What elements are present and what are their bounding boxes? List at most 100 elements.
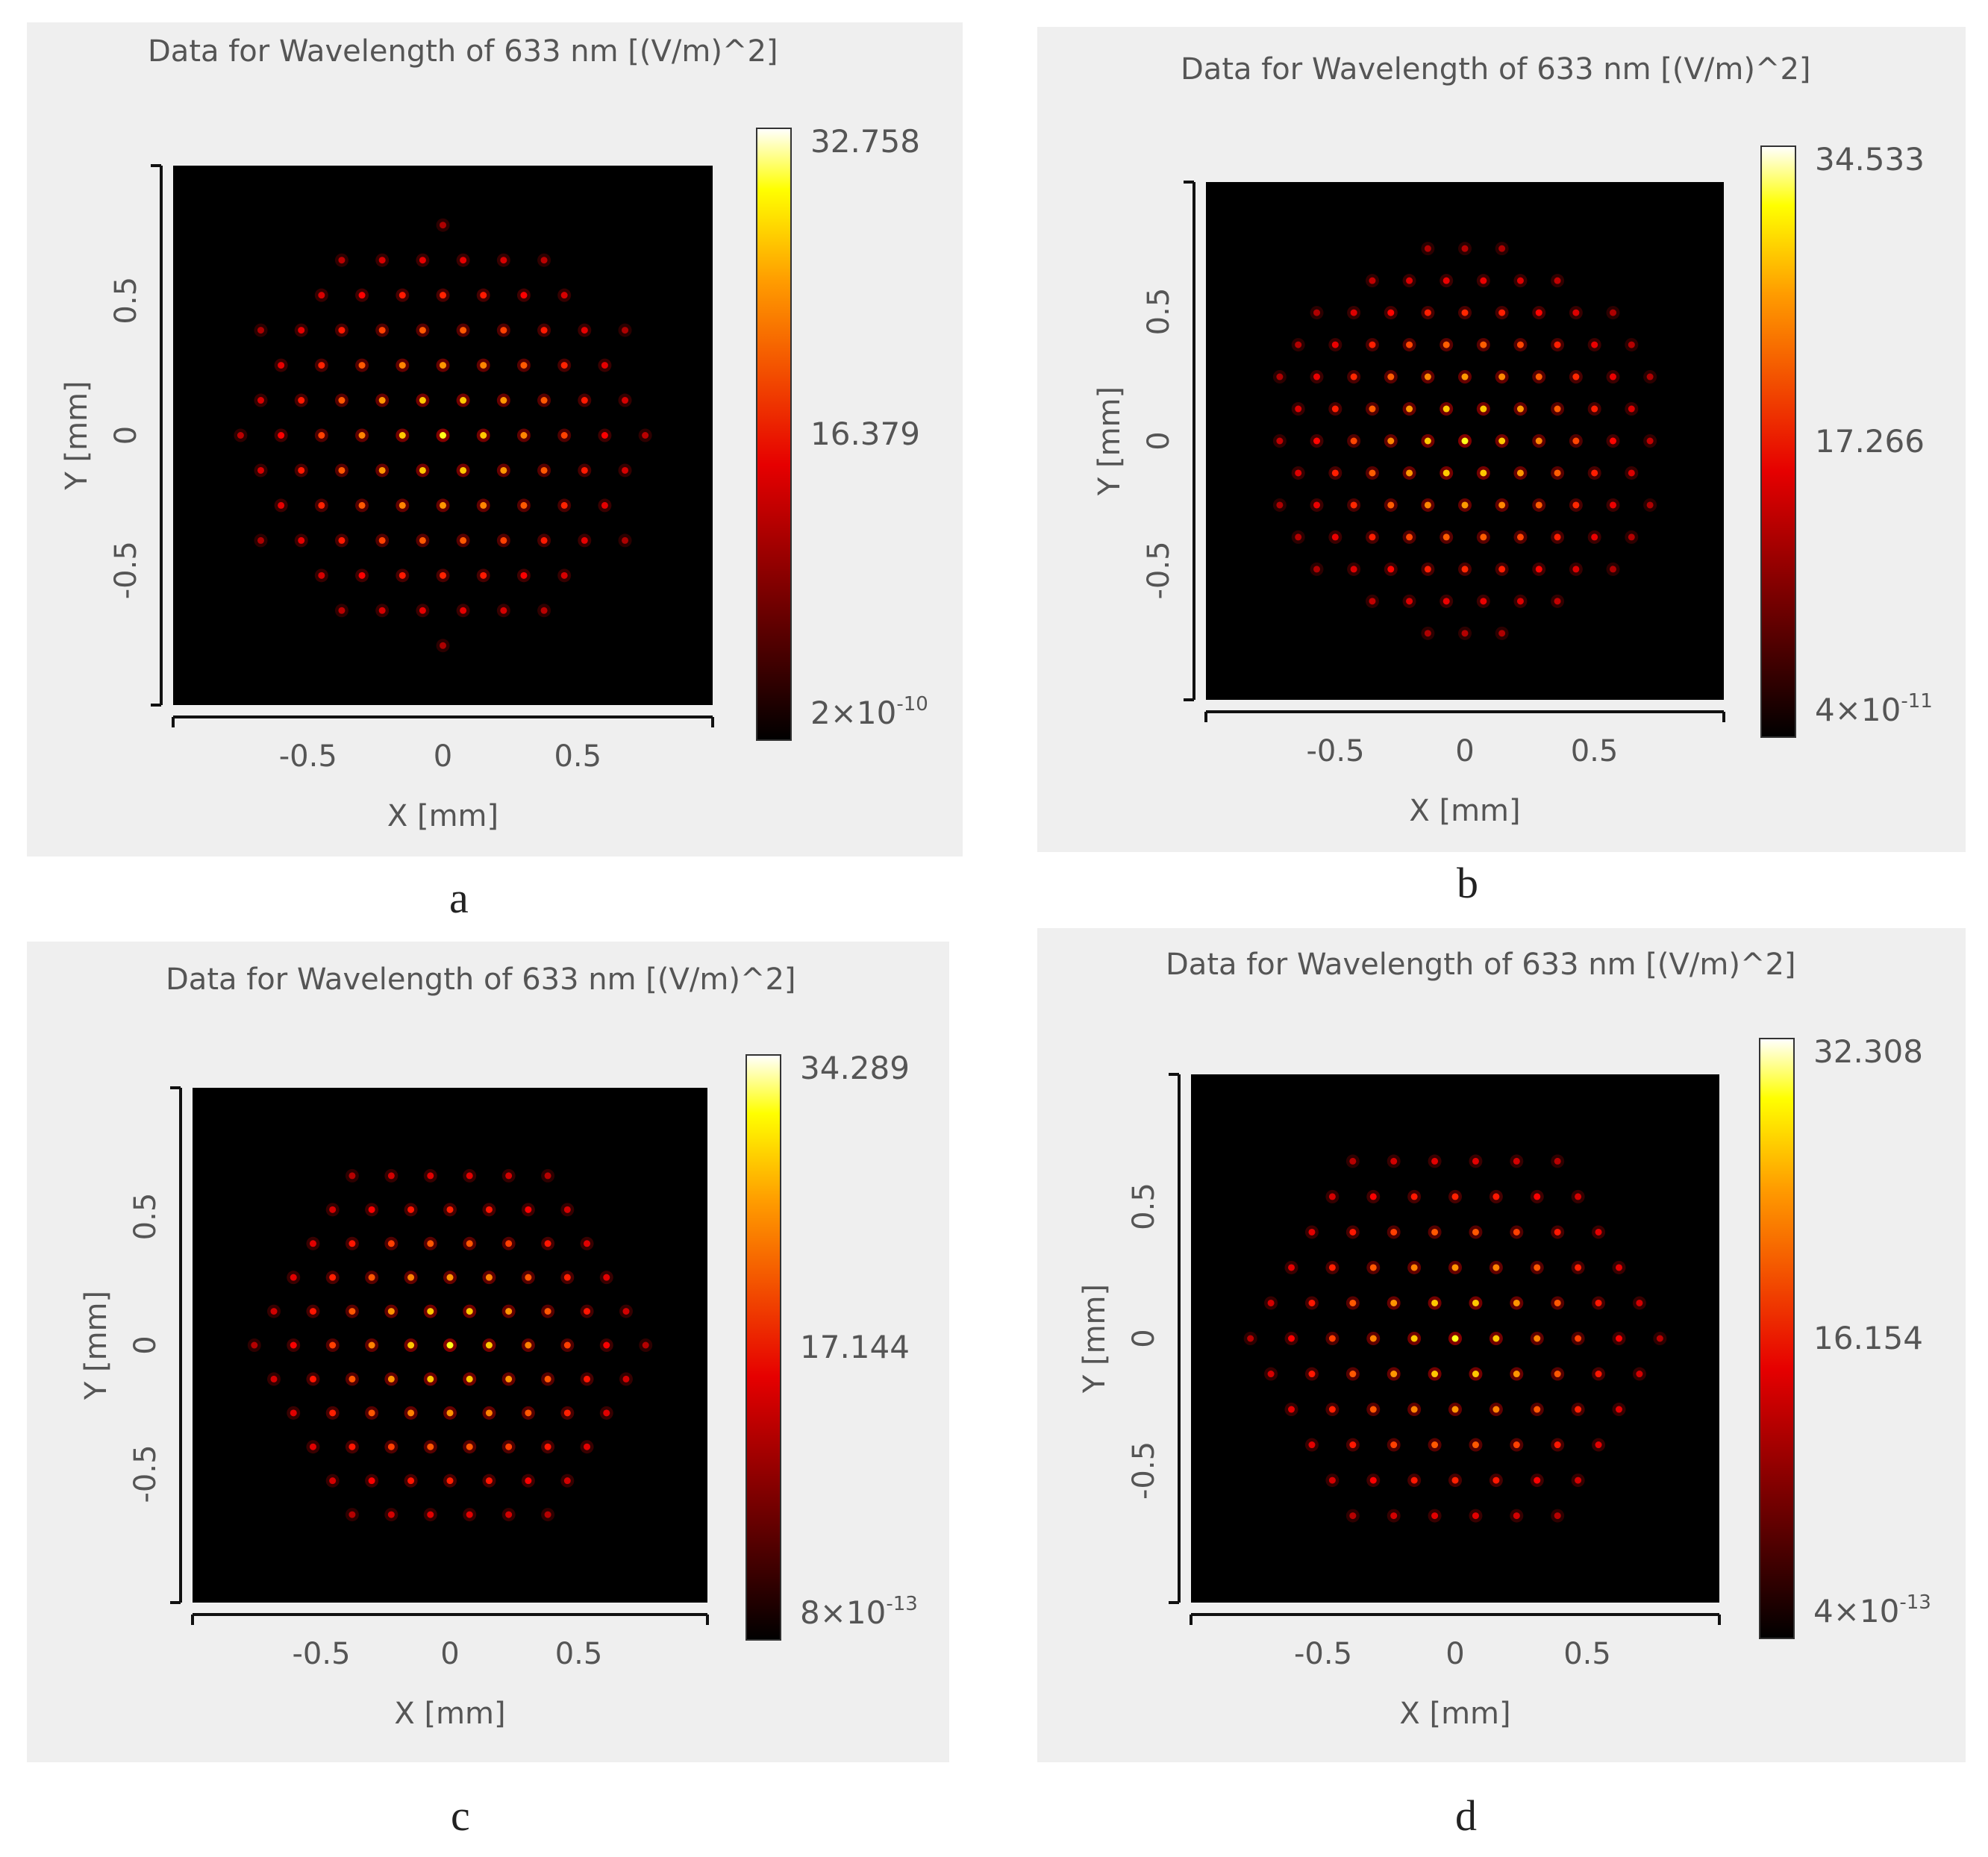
x-axis-label: X [mm] <box>1409 794 1520 828</box>
spot <box>1387 566 1395 573</box>
spot <box>440 501 446 509</box>
spot <box>1498 373 1506 381</box>
spot <box>1349 1228 1357 1236</box>
spot <box>1350 309 1357 316</box>
spot <box>446 1341 454 1349</box>
spot <box>1615 1406 1622 1413</box>
spot-array <box>247 1168 653 1522</box>
spot <box>1461 630 1469 637</box>
spot-array <box>234 218 652 653</box>
spot <box>398 571 406 579</box>
spot <box>1472 1299 1479 1306</box>
spot <box>1498 566 1506 573</box>
spot <box>480 501 487 509</box>
spot <box>1595 1371 1602 1378</box>
colorbar-min-label: 8×10-13 <box>800 1593 918 1631</box>
y-tick-label: 0 <box>1142 431 1176 450</box>
spot <box>446 1206 454 1213</box>
spot <box>544 1443 551 1450</box>
spot <box>1554 1371 1561 1378</box>
spot <box>500 607 507 614</box>
plot-panel-b: Data for Wavelength of 633 nm [(V/m)^2] … <box>1037 27 1966 852</box>
spot <box>1591 405 1598 413</box>
spot <box>603 1341 610 1349</box>
spot <box>1646 437 1654 445</box>
spot <box>1387 501 1395 509</box>
spot <box>544 1511 551 1518</box>
spot <box>298 327 305 334</box>
spot <box>584 1443 591 1450</box>
x-axis-label: X [mm] <box>1399 1697 1510 1731</box>
spot <box>1535 566 1542 573</box>
spot <box>601 501 608 509</box>
spot <box>1369 1193 1377 1200</box>
colorbar-max-label: 32.308 <box>1813 1033 1923 1070</box>
spot <box>1387 437 1395 445</box>
colorbar <box>756 128 792 741</box>
spot <box>642 1341 649 1349</box>
spot <box>622 1375 630 1382</box>
spot <box>338 397 346 404</box>
spot <box>1369 1476 1377 1484</box>
spot <box>1498 630 1506 637</box>
spot <box>505 1308 513 1315</box>
spot <box>480 432 487 439</box>
spot <box>1451 1193 1459 1200</box>
y-tick-label: 0 <box>109 426 143 445</box>
spot <box>1406 341 1413 348</box>
spot <box>544 1308 551 1315</box>
spot <box>309 1240 316 1247</box>
spot <box>622 466 629 474</box>
spot <box>1308 1441 1316 1449</box>
panel-caption-a: a <box>449 874 469 922</box>
spot <box>419 327 426 334</box>
spot <box>318 501 325 509</box>
spot <box>329 1477 337 1485</box>
spot <box>348 1172 356 1180</box>
spot <box>419 397 426 404</box>
spot <box>1498 245 1506 252</box>
spot <box>1424 373 1431 381</box>
spot <box>1628 469 1635 477</box>
spot <box>1609 501 1616 509</box>
spot <box>358 501 366 509</box>
spot <box>544 1240 551 1247</box>
spot <box>1572 566 1580 573</box>
spot <box>1406 405 1413 413</box>
spot <box>1554 277 1561 284</box>
spot <box>446 1274 454 1281</box>
spot <box>1390 1157 1398 1165</box>
spot <box>1534 1335 1541 1342</box>
spot <box>329 1274 337 1281</box>
spot <box>318 571 325 579</box>
spot <box>1451 1335 1459 1342</box>
spot <box>1350 566 1357 573</box>
spot <box>1535 501 1542 509</box>
spot <box>427 1308 434 1315</box>
spot <box>1410 1264 1418 1271</box>
spot <box>1308 1299 1316 1306</box>
spot <box>560 362 568 369</box>
spot <box>1390 1512 1398 1520</box>
spot <box>540 536 548 544</box>
spot <box>1636 1371 1643 1378</box>
spot <box>1595 1299 1602 1306</box>
spot <box>544 1172 551 1180</box>
spot <box>1492 1406 1500 1413</box>
spot <box>1554 598 1561 605</box>
spot <box>584 1375 591 1382</box>
spot <box>1534 1264 1541 1271</box>
spot <box>1595 1228 1602 1236</box>
spot <box>348 1443 356 1450</box>
spot <box>1369 598 1376 605</box>
y-tick-label: -0.5 <box>1142 541 1176 599</box>
spot <box>407 1477 415 1485</box>
spot <box>358 292 366 299</box>
spot <box>1313 309 1321 316</box>
spot <box>1328 1406 1336 1413</box>
spot <box>1554 1228 1561 1236</box>
spot <box>1350 437 1357 445</box>
spot <box>1472 1228 1479 1236</box>
spot <box>427 1240 434 1247</box>
plot-panel-a: Data for Wavelength of 633 nm [(V/m)^2] … <box>27 22 963 857</box>
